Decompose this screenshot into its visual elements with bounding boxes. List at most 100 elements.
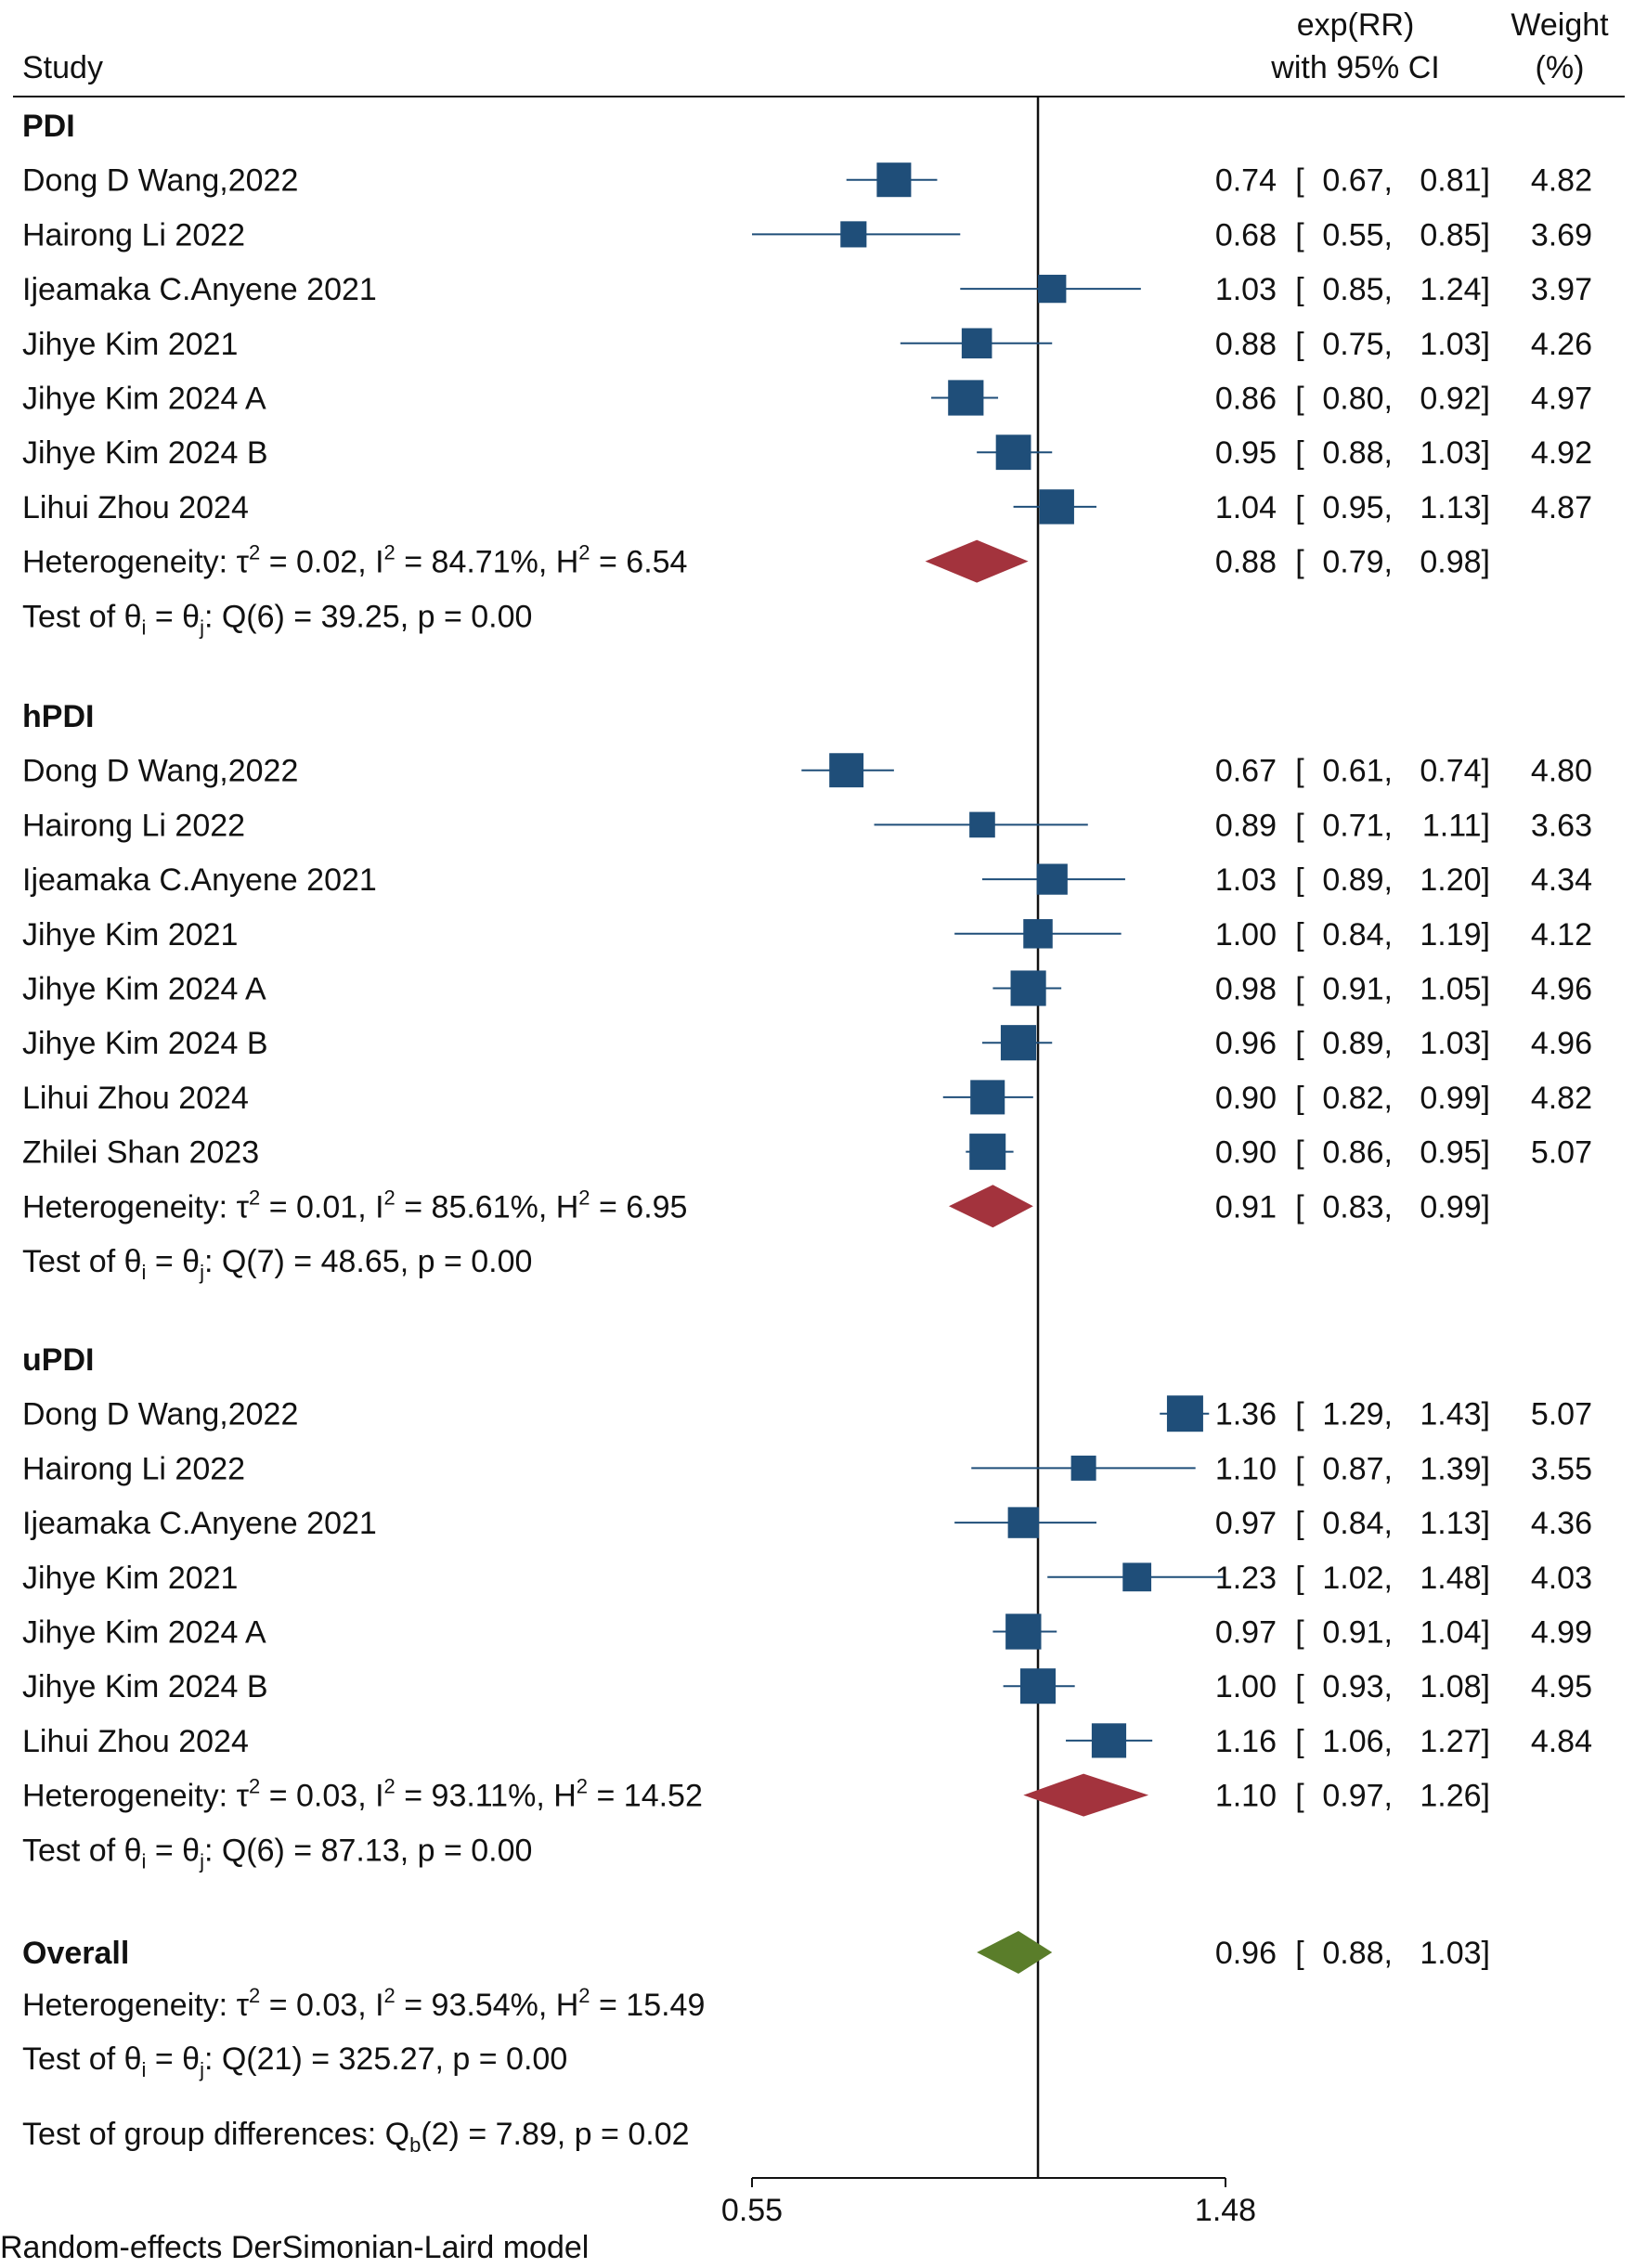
group-updi-study-4-marker [1122,1562,1152,1592]
group-pdi-study-6-marker [995,434,1031,471]
group-pdi-study-1-bracket-open: [ [1295,163,1304,199]
group-hpdi-study-8-ci-lower: 0.86, [1322,1135,1393,1171]
group-pdi-study-3-ci-upper: 1.24] [1420,272,1490,307]
footnote: Random-effects DerSimonian-Laird model [0,2230,589,2265]
group-updi-study-6-bracket-open: [ [1295,1669,1304,1704]
group-hpdi-study-4-ci-lower: 0.84, [1322,917,1393,953]
group-updi-study-6-label: Jihye Kim 2024 B [22,1669,268,1704]
group-hpdi-study-2-label: Hairong Li 2022 [22,808,245,843]
group-pdi-study-2-rr-value: 0.68 [1215,217,1277,253]
group-pdi-study-1-marker [876,162,912,198]
group-pdi-study-5-weight: 4.97 [1531,382,1592,417]
group-pdi-study-7-ci-lower: 0.95, [1322,490,1393,525]
group-updi-study-3-marker [1007,1507,1040,1538]
group-hpdi-pooled-rr-value: 0.91 [1215,1189,1277,1225]
group-updi-study-1-bracket-open: [ [1295,1397,1304,1432]
group-updi-title: uPDI [22,1342,94,1378]
group-updi-study-1-rr-value: 1.36 [1215,1397,1277,1432]
group-updi-study-4-weight: 4.03 [1531,1561,1592,1596]
group-pdi-study-5-rr-value: 0.86 [1215,382,1277,417]
group-pdi-study-7-marker [1039,489,1074,525]
group-hpdi-study-3-label: Ijeamaka C.Anyene 2021 [22,862,377,898]
group-updi-study-2-bracket-open: [ [1295,1451,1304,1486]
group-updi-study-3-ci-lower: 0.84, [1322,1506,1393,1541]
group-pdi-study-5-ci-lower: 0.80, [1322,382,1393,417]
group-updi-study-1-ci-upper: 1.43] [1420,1397,1490,1432]
group-hpdi-study-5-rr-value: 0.98 [1215,972,1277,1007]
group-updi-study-5-ci-upper: 1.04] [1420,1615,1490,1651]
group-hpdi-study-1-ci-upper: 0.74] [1420,754,1490,789]
group-pdi-study-1-ci-upper: 0.81] [1420,163,1490,199]
group-hpdi-study-6-rr-value: 0.96 [1215,1026,1277,1061]
group-pdi-study-4-ci-upper: 1.03] [1420,327,1490,362]
group-hpdi-study-5-bracket-open: [ [1295,972,1304,1007]
group-hpdi-study-2-ci-lower: 0.71, [1322,808,1393,843]
x-axis-tick-label-2: 1.48 [1195,2193,1256,2228]
group-updi-study-4-bracket-open: [ [1295,1561,1304,1596]
overall-rr-value: 0.96 [1215,1936,1277,1971]
group-hpdi-study-1-label: Dong D Wang,2022 [22,754,298,789]
group-updi-study-7-bracket-open: [ [1295,1724,1304,1759]
group-updi-study-3-label: Ijeamaka C.Anyene 2021 [22,1506,377,1541]
group-hpdi-study-3-ci-upper: 1.20] [1420,862,1490,898]
group-pdi-study-6-rr-value: 0.95 [1215,435,1277,471]
group-updi-study-6-ci-lower: 0.93, [1322,1669,1393,1704]
header-effect-line1: exp(RR) [1297,7,1415,43]
group-hpdi-study-7-bracket-open: [ [1295,1081,1304,1116]
group-hpdi-study-8-rr-value: 0.90 [1215,1135,1277,1171]
group-hpdi-study-1-ci-lower: 0.61, [1322,754,1393,789]
group-updi-study-5-weight: 4.99 [1531,1615,1592,1651]
group-hpdi-study-5-label: Jihye Kim 2024 A [22,972,266,1007]
group-pdi-pooled-ci-lower: 0.79, [1322,545,1393,580]
group-hpdi-study-7-label: Lihui Zhou 2024 [22,1081,249,1116]
group-hpdi-study-5-marker [1010,970,1046,1006]
group-updi-study-1-label: Dong D Wang,2022 [22,1397,298,1432]
group-updi-study-1-ci-lower: 1.29, [1322,1397,1393,1432]
x-axis-tick-label-1: 0.55 [721,2193,783,2228]
group-hpdi-study-2-rr-value: 0.89 [1215,808,1277,843]
group-hpdi-study-1-bracket-open: [ [1295,754,1304,789]
group-pdi-study-4-bracket-open: [ [1295,327,1304,362]
group-pdi-study-3-label: Ijeamaka C.Anyene 2021 [22,272,377,307]
group-updi-study-5-label: Jihye Kim 2024 A [22,1615,266,1651]
group-pdi-study-7-weight: 4.87 [1531,490,1592,525]
group-hpdi-study-6-ci-upper: 1.03] [1420,1026,1490,1061]
overall-diamond [977,1931,1053,1974]
group-hpdi-title: hPDI [22,699,94,734]
group-hpdi-study-7-ci-lower: 0.82, [1322,1081,1393,1116]
group-pdi-study-4-ci-lower: 0.75, [1322,327,1393,362]
group-updi-study-7-ci-lower: 1.06, [1322,1724,1393,1759]
group-hpdi-study-3-ci-lower: 0.89, [1322,862,1393,898]
group-pdi-study-5-label: Jihye Kim 2024 A [22,382,266,417]
group-differences-test: Test of group differences: Qb(2) = 7.89,… [22,2117,690,2157]
group-hpdi-study-4-weight: 4.12 [1531,917,1592,953]
group-updi-study-2-ci-upper: 1.39] [1420,1451,1490,1486]
group-hpdi-test: Test of θi = θj: Q(7) = 48.65, p = 0.00 [22,1244,532,1284]
group-pdi-study-6-weight: 4.92 [1531,435,1592,471]
group-updi-study-5-marker [1005,1614,1042,1650]
group-hpdi-study-8-label: Zhilei Shan 2023 [22,1135,259,1171]
group-updi-study-5-rr-value: 0.97 [1215,1615,1277,1651]
group-hpdi-pooled-ci-lower: 0.83, [1322,1189,1393,1225]
group-hpdi-study-2-weight: 3.63 [1531,808,1592,843]
group-updi-test: Test of θi = θj: Q(6) = 87.13, p = 0.00 [22,1833,532,1873]
group-updi-study-3-bracket-open: [ [1295,1506,1304,1541]
group-pdi-study-7-ci-upper: 1.13] [1420,490,1490,525]
group-updi-study-3-ci-upper: 1.13] [1420,1506,1490,1541]
group-hpdi-study-6-label: Jihye Kim 2024 B [22,1026,268,1061]
group-hpdi-study-4-rr-value: 1.00 [1215,917,1277,953]
group-hpdi-study-4-label: Jihye Kim 2021 [22,917,238,953]
group-hpdi-study-7-rr-value: 0.90 [1215,1081,1277,1116]
group-updi-study-3-rr-value: 0.97 [1215,1506,1277,1541]
group-hpdi-study-3-bracket-open: [ [1295,862,1304,898]
overall-ci-lower: 0.88, [1322,1936,1393,1971]
group-pdi-study-5-bracket-open: [ [1295,382,1304,417]
group-pdi-study-6-label: Jihye Kim 2024 B [22,435,268,471]
group-pdi-study-2-marker [840,221,867,248]
group-pdi-study-2-weight: 3.69 [1531,217,1592,253]
group-hpdi-study-5-ci-lower: 0.91, [1322,972,1393,1007]
group-hpdi-study-2-marker [969,811,995,838]
group-updi-study-7-ci-upper: 1.27] [1420,1724,1490,1759]
group-updi-study-7-label: Lihui Zhou 2024 [22,1724,249,1759]
